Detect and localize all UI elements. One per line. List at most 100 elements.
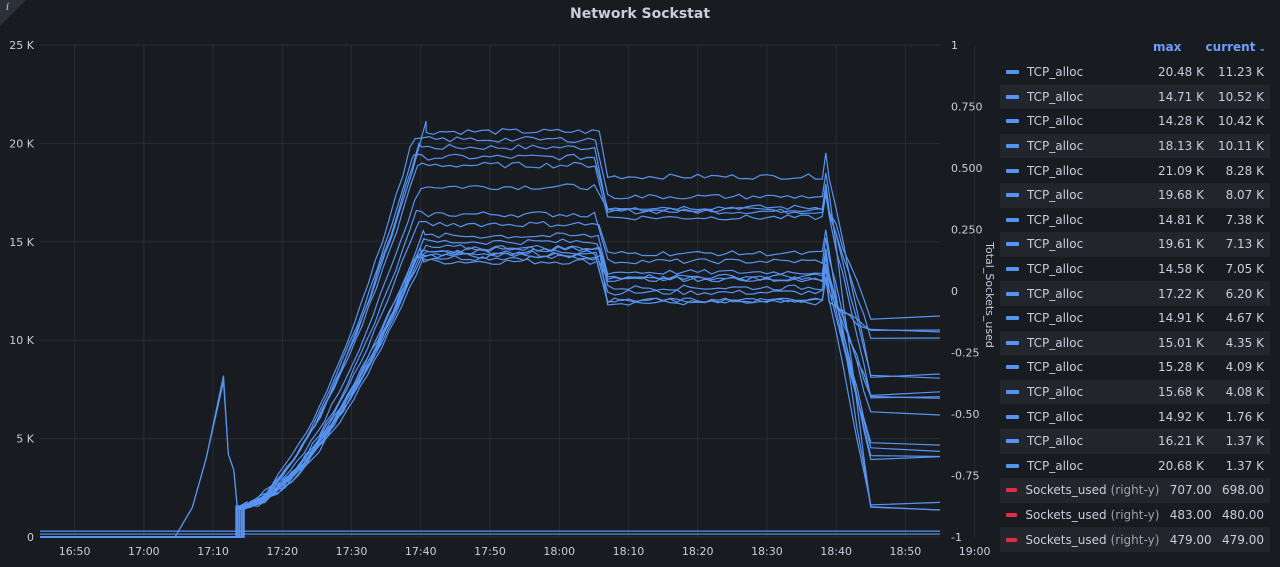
legend-item[interactable]: Sockets_used (right-y) 483.00 480.00	[1000, 503, 1270, 528]
series-line-tcp-alloc[interactable]	[40, 209, 941, 538]
legend-swatch	[1006, 463, 1019, 468]
legend-max-value: 20.68 K	[1157, 458, 1204, 473]
y-right-tick-label: -0.25	[951, 347, 979, 360]
series-line-tcp-alloc[interactable]	[40, 237, 941, 538]
series-line-tcp-alloc[interactable]	[40, 153, 941, 538]
legend-current-value: 10.42 K	[1217, 114, 1264, 129]
y-right-tick-label: -1	[951, 531, 962, 544]
legend-swatch	[1006, 291, 1019, 296]
legend-swatch	[1006, 512, 1018, 517]
series-line-tcp-alloc[interactable]	[40, 142, 941, 538]
line-chart[interactable]: 16:50 17:00 17:10 17:20 17:30 17:40 17:50 18:00…	[0, 0, 1000, 567]
y-left-tick-label: 5 K	[16, 433, 34, 446]
legend-col-current[interactable]: current ⌄	[1205, 40, 1266, 54]
legend-item[interactable]: TCP_alloc 15.28 K 4.09 K	[1000, 355, 1270, 380]
legend-max-value: 15.28 K	[1157, 360, 1204, 375]
info-icon[interactable]: i	[6, 2, 10, 13]
legend-max-value: 14.81 K	[1157, 212, 1204, 227]
series-line-tcp-alloc[interactable]	[40, 183, 941, 538]
legend-item[interactable]: Sockets_used (right-y) 479.00 479.00	[1000, 527, 1270, 552]
legend-swatch	[1006, 193, 1019, 198]
y-right-tick-label: 0.250	[951, 224, 983, 237]
y-left-tick-label: 15 K	[9, 236, 34, 249]
y-left-tick-label: 10 K	[9, 334, 34, 347]
legend-col-max[interactable]: max	[1153, 40, 1182, 54]
legend-item[interactable]: TCP_alloc 15.68 K 4.08 K	[1000, 379, 1270, 405]
legend-item[interactable]: TCP_alloc 15.01 K 4.35 K	[1000, 330, 1270, 356]
legend-series-name: TCP_alloc	[1027, 139, 1084, 154]
series-line-tcp-alloc[interactable]	[40, 220, 941, 538]
legend-item[interactable]: TCP_alloc 18.13 K 10.11 K	[1000, 133, 1270, 159]
legend-item[interactable]: TCP_alloc 14.92 K 1.76 K	[1000, 404, 1270, 429]
legend-series-name: TCP_alloc	[1027, 262, 1084, 277]
x-tick-label: 18:00	[543, 545, 575, 558]
x-tick-label: 17:00	[128, 545, 160, 558]
legend-swatch	[1006, 168, 1019, 173]
legend-max-value: 15.01 K	[1157, 335, 1204, 350]
series-line-tcp-alloc[interactable]	[40, 229, 941, 538]
legend-series-name: TCP_alloc	[1027, 89, 1084, 104]
legend-item[interactable]: TCP_alloc 19.68 K 8.07 K	[1000, 182, 1270, 208]
legend-current-value: 1.76 K	[1225, 409, 1264, 424]
legend-max-value: 15.68 K	[1157, 385, 1204, 400]
legend-max-value: 14.92 K	[1157, 409, 1204, 424]
series-line-tcp-alloc[interactable]	[40, 245, 941, 538]
legend-max-value: 14.91 K	[1157, 311, 1204, 326]
legend-item[interactable]: TCP_alloc 14.71 K 10.52 K	[1000, 84, 1270, 110]
series-line-tcp-alloc[interactable]	[174, 381, 248, 538]
legend-swatch	[1006, 119, 1019, 124]
legend-max-value: 19.61 K	[1157, 237, 1204, 252]
legend-max-value: 483.00	[1169, 507, 1212, 522]
legend-series-name: TCP_alloc	[1027, 114, 1084, 129]
info-corner[interactable]	[0, 0, 26, 26]
legend-item[interactable]: TCP_alloc 17.22 K 6.20 K	[1000, 281, 1270, 306]
legend-item[interactable]: TCP_alloc 19.61 K 7.13 K	[1000, 232, 1270, 257]
legend-swatch	[1006, 488, 1018, 493]
legend-item[interactable]: TCP_alloc 20.48 K 11.23 K	[1000, 60, 1270, 85]
panel-title[interactable]: Network Sockstat	[569, 6, 711, 22]
legend-current-value: 1.37 K	[1225, 458, 1264, 473]
y-right-tick-label: -0.50	[951, 408, 979, 421]
legend-current-value: 7.38 K	[1225, 212, 1264, 227]
legend-item[interactable]: TCP_alloc 21.09 K 8.28 K	[1000, 158, 1270, 183]
legend-header: max current ⌄	[1000, 40, 1270, 60]
legend-swatch	[1006, 414, 1019, 419]
series-line-tcp-alloc[interactable]	[40, 252, 941, 538]
legend-item[interactable]: TCP_alloc 20.68 K 1.37 K	[1000, 454, 1270, 479]
legend-current-value: 8.28 K	[1225, 163, 1264, 178]
legend-max-value: 19.68 K	[1157, 188, 1204, 203]
legend-series-name: TCP_alloc	[1027, 458, 1084, 473]
legend-series-name: Sockets_used (right-y)	[1025, 532, 1160, 547]
legend-series-name: TCP_alloc	[1027, 237, 1084, 252]
legend-series-name: TCP_alloc	[1027, 335, 1084, 350]
legend-current-value: 4.08 K	[1225, 385, 1264, 400]
legend-series-name: TCP_alloc	[1027, 212, 1084, 227]
legend-item[interactable]: TCP_alloc 14.28 K 10.42 K	[1000, 109, 1270, 134]
legend-item[interactable]: TCP_alloc 14.58 K 7.05 K	[1000, 257, 1270, 282]
legend-swatch	[1006, 340, 1019, 345]
x-tick-label: 17:10	[197, 545, 229, 558]
series-line-tcp-alloc[interactable]	[40, 135, 941, 538]
x-tick-label: 18:50	[890, 545, 922, 558]
legend-current-value: 10.52 K	[1217, 89, 1264, 104]
right-axis-label: Total_Sockets_used	[983, 241, 996, 348]
series-line-tcp-alloc[interactable]	[40, 161, 941, 538]
legend-current-value: 4.35 K	[1225, 335, 1264, 350]
legend-item[interactable]: TCP_alloc 14.91 K 4.67 K	[1000, 306, 1270, 331]
legend-max-value: 16.21 K	[1157, 434, 1204, 449]
legend-max-value: 21.09 K	[1157, 163, 1204, 178]
legend-series-name: TCP_alloc	[1027, 65, 1084, 80]
legend-series-name: Sockets_used (right-y)	[1025, 483, 1160, 498]
legend-series-name: TCP_alloc	[1027, 385, 1084, 400]
legend-max-value: 20.48 K	[1157, 65, 1204, 80]
y-right-tick-label: 0.750	[951, 101, 983, 114]
legend-current-value: 10.11 K	[1217, 139, 1264, 154]
legend-series-name: Sockets_used (right-y)	[1025, 507, 1160, 522]
legend-series-name: TCP_alloc	[1027, 409, 1084, 424]
legend-item[interactable]: TCP_alloc 14.81 K 7.38 K	[1000, 208, 1270, 233]
legend-current-value: 8.07 K	[1225, 188, 1264, 203]
legend-item[interactable]: Sockets_used (right-y) 707.00 698.00	[1000, 478, 1270, 503]
legend-item[interactable]: TCP_alloc 16.21 K 1.37 K	[1000, 428, 1270, 454]
legend-current-value: 6.20 K	[1225, 286, 1264, 301]
